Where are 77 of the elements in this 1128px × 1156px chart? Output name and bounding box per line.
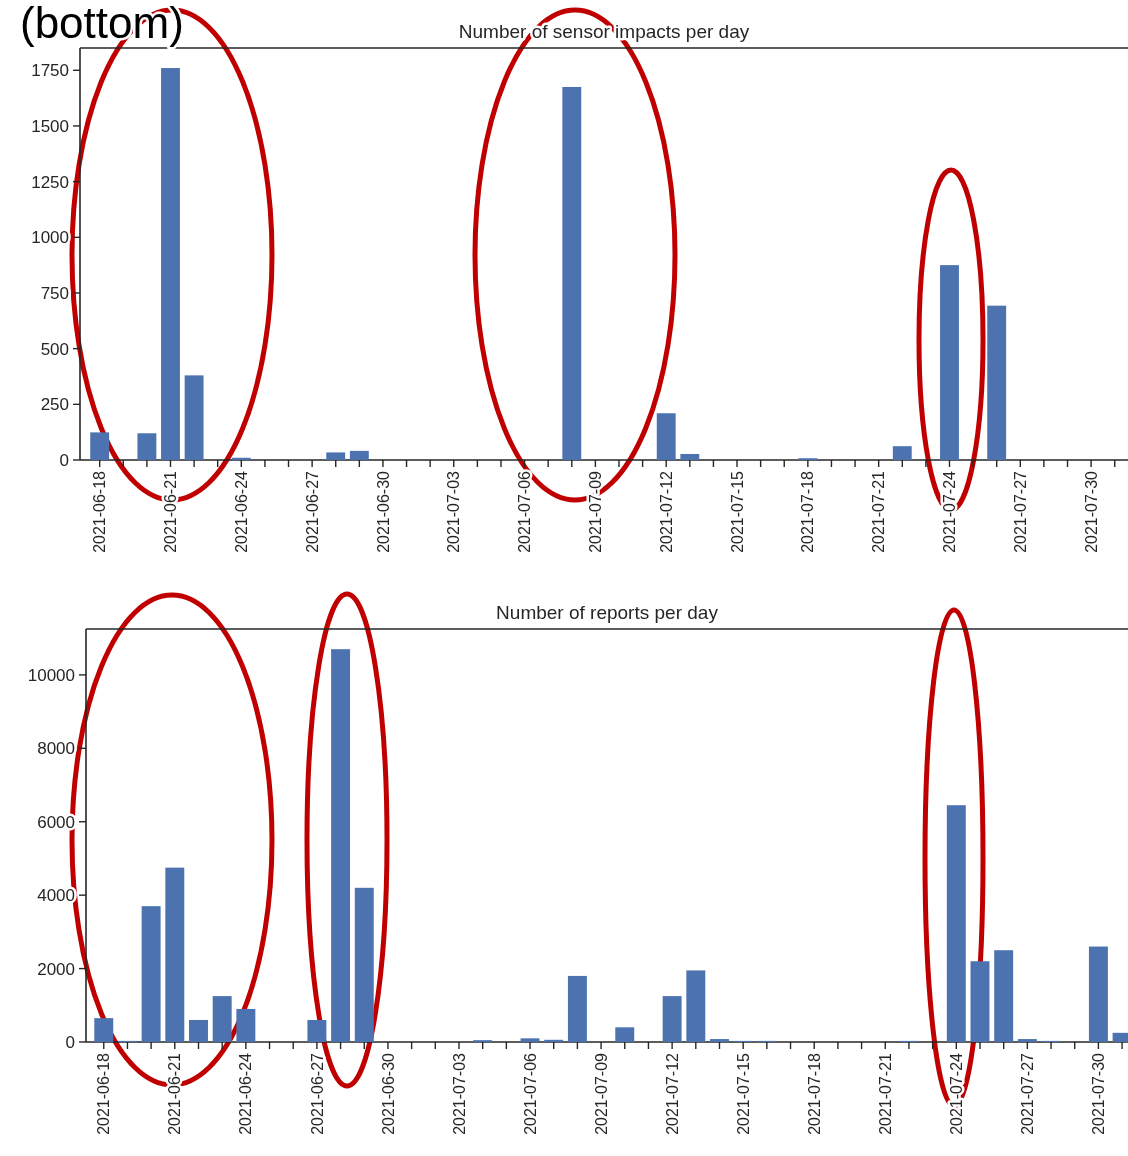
x-tick-label: 2021-07-21 [876,1052,894,1135]
x-tick-label: 2021-07-12 [657,470,675,553]
y-tick-label: 8000 [37,739,75,759]
x-tick-label: 2021-06-30 [374,470,392,553]
bar [680,453,700,460]
x-tick-label: 2021-06-21 [166,1052,184,1135]
y-tick-label: 500 [40,339,69,359]
x-tick-label: 2021-07-30 [1082,470,1100,553]
bar [236,1008,256,1042]
bar [331,649,351,1042]
y-tick-label: 0 [59,450,69,470]
x-tick-label: 2021-07-03 [450,1052,468,1135]
x-tick-label: 2021-07-09 [592,1052,610,1135]
x-tick-label: 2021-06-21 [162,470,180,553]
bar [892,446,912,460]
bar [1088,946,1108,1042]
bar [987,305,1007,460]
x-tick-label: 2021-07-15 [734,1052,752,1135]
y-tick-label: 750 [40,283,69,303]
bar [137,433,157,460]
bar [710,1039,729,1042]
x-tick-label: 2021-06-18 [91,470,109,553]
y-tick-label: 2000 [37,959,75,979]
x-tick-label: 2021-07-24 [947,1052,965,1135]
bar [562,86,582,460]
bar [165,867,185,1042]
bar [354,887,374,1042]
chart-title: Number of reports per day [496,602,719,623]
bar [662,996,682,1042]
y-tick-label: 1500 [31,116,69,136]
x-tick-label: 2021-07-15 [728,470,746,553]
bar [946,805,966,1042]
x-tick-label: 2021-07-12 [663,1052,681,1135]
bar [90,432,110,460]
bar [141,906,161,1042]
x-tick-label: 2021-07-03 [445,470,463,553]
x-tick-label: 2021-07-09 [586,470,604,553]
x-tick-label: 2021-06-27 [308,1052,326,1135]
bar [970,961,990,1042]
x-tick-label: 2021-07-06 [521,1052,539,1135]
bar [94,1018,114,1042]
bar [349,450,369,460]
x-tick-label: 2021-07-27 [1018,1052,1036,1135]
bar [1017,1039,1037,1042]
x-tick-label: 2021-06-30 [379,1052,397,1135]
x-tick-label: 2021-06-27 [303,470,321,553]
y-tick-label: 0 [65,1032,75,1052]
x-tick-label: 2021-07-27 [1011,470,1029,553]
x-tick-label: 2021-06-24 [237,1052,255,1135]
bar [189,1019,208,1042]
x-tick-label: 2021-07-18 [799,470,817,553]
bar [656,413,676,460]
y-tick-label: 250 [40,395,69,415]
bar [544,1039,564,1042]
bar [994,950,1014,1042]
y-tick-label: 10000 [27,665,75,685]
x-tick-label: 2021-07-06 [516,470,534,553]
bar [520,1038,540,1042]
bar [326,452,346,460]
bar [212,996,232,1042]
x-tick-label: 2021-07-24 [941,470,959,553]
y-tick-label: 1250 [31,172,69,192]
bar [940,265,959,460]
x-tick-label: 2021-07-18 [805,1052,823,1135]
x-tick-label: 2021-06-18 [95,1052,113,1135]
bar [307,1019,327,1042]
y-tick-label: 1000 [31,228,69,248]
x-tick-label: 2021-07-21 [870,470,888,553]
bar [161,68,180,460]
x-tick-label: 2021-06-24 [232,470,250,553]
bar [567,975,587,1042]
bar [231,457,251,460]
y-tick-label: 1750 [31,61,69,81]
bar [686,970,706,1042]
x-tick-label: 2021-07-30 [1090,1052,1107,1135]
bar [615,1027,635,1042]
bar [184,375,204,460]
